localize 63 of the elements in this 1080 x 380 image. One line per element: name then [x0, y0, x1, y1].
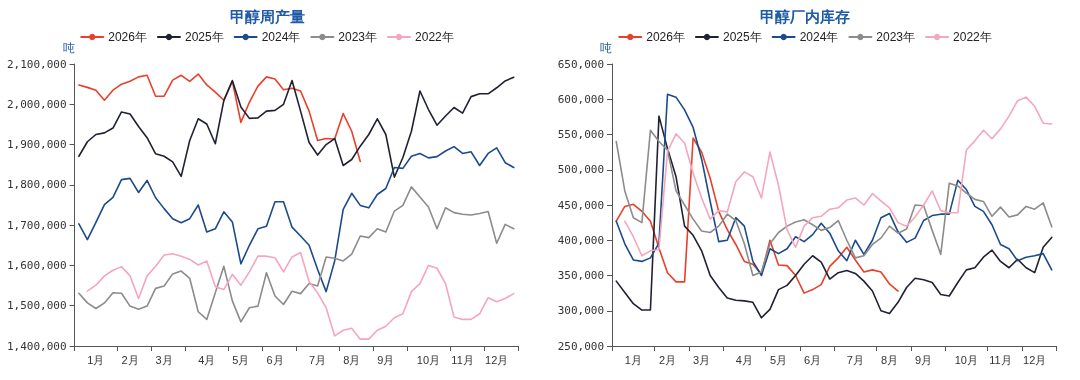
legend-label: 2026年: [108, 30, 147, 44]
chart-title: 甲醇周产量: [229, 8, 305, 25]
y-tick-label: 450,000: [557, 198, 604, 212]
line-series: [86, 251, 515, 340]
x-tick-label: 7月: [846, 353, 864, 366]
x-tick-label: 12月: [485, 353, 509, 366]
y-axis-title: 吨: [62, 41, 75, 55]
x-tick-label: 10月: [416, 353, 441, 366]
line-series: [78, 145, 515, 293]
x-tick-label: 4月: [198, 353, 216, 366]
y-tick-label: 400,000: [557, 233, 604, 247]
y-tick-label: 1,400,000: [6, 339, 67, 353]
x-tick-label: 9月: [915, 353, 933, 366]
x-tick-label: 7月: [309, 353, 327, 366]
line-series: [615, 129, 1053, 277]
y-tick-label: 300,000: [557, 304, 604, 318]
x-tick-label: 6月: [804, 353, 822, 366]
y-tick-label: 2,100,000: [6, 57, 67, 71]
x-tick-label: 8月: [343, 353, 361, 366]
line-series: [615, 115, 1053, 319]
y-tick-label: 1,900,000: [6, 138, 67, 152]
x-tick-label: 2月: [658, 353, 677, 366]
chart-title: 甲醇厂内库存: [760, 8, 850, 25]
y-tick-label: 1,800,000: [6, 178, 67, 192]
legend-label: 2025年: [722, 30, 762, 44]
y-tick-label: 1,600,000: [6, 258, 67, 272]
x-tick-label: 3月: [155, 353, 173, 366]
line-series: [78, 73, 362, 163]
y-tick-label: 650,000: [557, 57, 604, 71]
x-tick-label: 4月: [735, 353, 753, 366]
y-tick-label: 350,000: [557, 269, 604, 282]
legend-label: 2024年: [799, 30, 839, 44]
legend-label: 2025年: [184, 30, 224, 44]
legend-label: 2023年: [876, 30, 916, 44]
y-tick-label: 550,000: [557, 128, 604, 141]
legend-label: 2026年: [646, 30, 685, 44]
x-tick-label: 9月: [377, 353, 395, 366]
x-tick-label: 10月: [954, 353, 978, 366]
x-tick-label: 3月: [693, 353, 711, 366]
x-tick-label: 6月: [266, 353, 284, 366]
y-tick-label: 1,700,000: [6, 218, 67, 232]
line-series: [615, 137, 899, 294]
y-tick-label: 600,000: [557, 92, 604, 106]
legend-label: 2023年: [338, 30, 378, 44]
x-tick-label: 1月: [624, 353, 642, 366]
x-tick-label: 8月: [880, 353, 899, 366]
x-tick-label: 5月: [232, 353, 250, 366]
y-tick-label: 500,000: [557, 163, 604, 177]
x-tick-label: 11月: [989, 353, 1012, 366]
y-tick-label: 2,000,000: [6, 97, 67, 111]
y-axis-title: 吨: [600, 41, 612, 55]
x-tick-label: 2月: [121, 353, 139, 366]
line-series: [78, 186, 515, 323]
legend-label: 2024年: [261, 30, 301, 44]
y-tick-label: 250,000: [557, 339, 604, 353]
x-tick-label: 12月: [1023, 353, 1047, 366]
x-tick-label: 11月: [451, 353, 474, 366]
legend-label: 2022年: [415, 30, 454, 44]
x-tick-label: 1月: [87, 353, 105, 366]
x-tick-label: 5月: [769, 353, 788, 366]
legend-label: 2022年: [953, 30, 992, 44]
y-tick-label: 1,500,000: [6, 299, 67, 313]
line-series: [78, 76, 515, 178]
